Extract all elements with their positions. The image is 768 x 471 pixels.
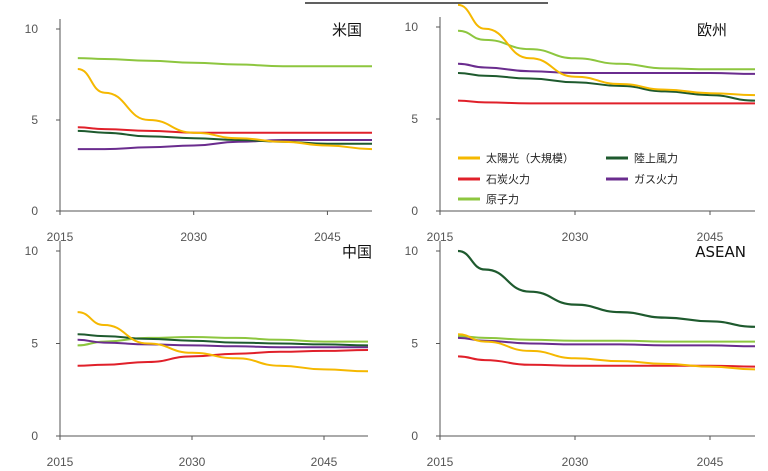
y-tick-label: 10 — [405, 244, 419, 258]
chart-panel-3: 0 5 10 2015 2030 2045 中国 — [25, 241, 372, 469]
series-line-solar — [457, 333, 756, 371]
legend-item-solar: 太陽光（大規模） — [458, 151, 574, 165]
x-tick-label: 2045 — [314, 230, 341, 244]
series-line-coal — [457, 99, 755, 105]
x-tick-label: 2015 — [47, 455, 74, 469]
x-tick-label: 2015 — [47, 230, 74, 244]
legend-label: 石炭火力 — [486, 173, 530, 186]
series-line-solar — [77, 311, 369, 373]
series-line-nuclear — [457, 29, 755, 71]
series-line-gas — [77, 338, 368, 349]
panel-title: 中国 — [342, 243, 372, 261]
x-tick-label: 2030 — [562, 455, 589, 469]
y-tick-label: 0 — [411, 429, 418, 443]
series-line-solar — [77, 68, 373, 151]
series-line-solar — [457, 3, 756, 97]
x-tick-label: 2045 — [697, 230, 724, 244]
x-tick-label: 2045 — [311, 455, 338, 469]
y-tick-label: 5 — [31, 113, 38, 127]
chart-panel-2: 0 5 10 2015 2030 2045 欧州 — [405, 3, 756, 244]
legend-label: 太陽光（大規模） — [486, 151, 574, 165]
x-tick-label: 2030 — [562, 230, 589, 244]
series-line-nuclear — [77, 336, 368, 347]
series-line-wind — [457, 72, 756, 102]
panel-title: 米国 — [332, 21, 362, 39]
chart-panel-4: 0 5 10 2015 2030 2045 ASEAN — [405, 241, 756, 469]
series-line-wind — [457, 249, 756, 328]
series-line-wind — [77, 333, 369, 347]
y-tick-label: 5 — [411, 112, 418, 126]
series-line-nuclear — [457, 335, 755, 343]
y-tick-label: 5 — [411, 337, 418, 351]
x-tick-label: 2030 — [179, 455, 206, 469]
legend-item-gas: ガス火力 — [606, 173, 678, 186]
panel-title: ASEAN — [695, 243, 746, 261]
legend-item-coal: 石炭火力 — [458, 173, 530, 186]
y-tick-label: 0 — [411, 204, 418, 218]
legend-label: ガス火力 — [634, 173, 678, 186]
legend-item-nuclear: 原子力 — [458, 193, 519, 206]
series-line-gas — [457, 336, 756, 348]
legend-label: 陸上風力 — [634, 152, 678, 165]
y-tick-label: 10 — [25, 22, 39, 36]
y-tick-label: 5 — [31, 337, 38, 351]
series-line-wind — [77, 129, 372, 145]
series-line-nuclear — [77, 57, 372, 68]
y-tick-label: 0 — [31, 429, 38, 443]
legend-label: 原子力 — [486, 193, 519, 206]
x-tick-label: 2045 — [697, 455, 724, 469]
x-tick-label: 2030 — [180, 230, 207, 244]
y-tick-label: 10 — [405, 20, 419, 34]
legend-item-wind: 陸上風力 — [606, 152, 678, 165]
series-line-coal — [77, 126, 372, 134]
panel-title: 欧州 — [697, 21, 727, 39]
x-tick-label: 2015 — [427, 455, 454, 469]
chart-panel-1: 0 5 10 2015 2030 2045 米国 — [25, 19, 373, 244]
series-line-gas — [457, 62, 756, 75]
x-tick-label: 2015 — [427, 230, 454, 244]
y-tick-label: 0 — [31, 204, 38, 218]
y-tick-label: 10 — [25, 244, 39, 258]
series-line-gas — [77, 139, 372, 151]
